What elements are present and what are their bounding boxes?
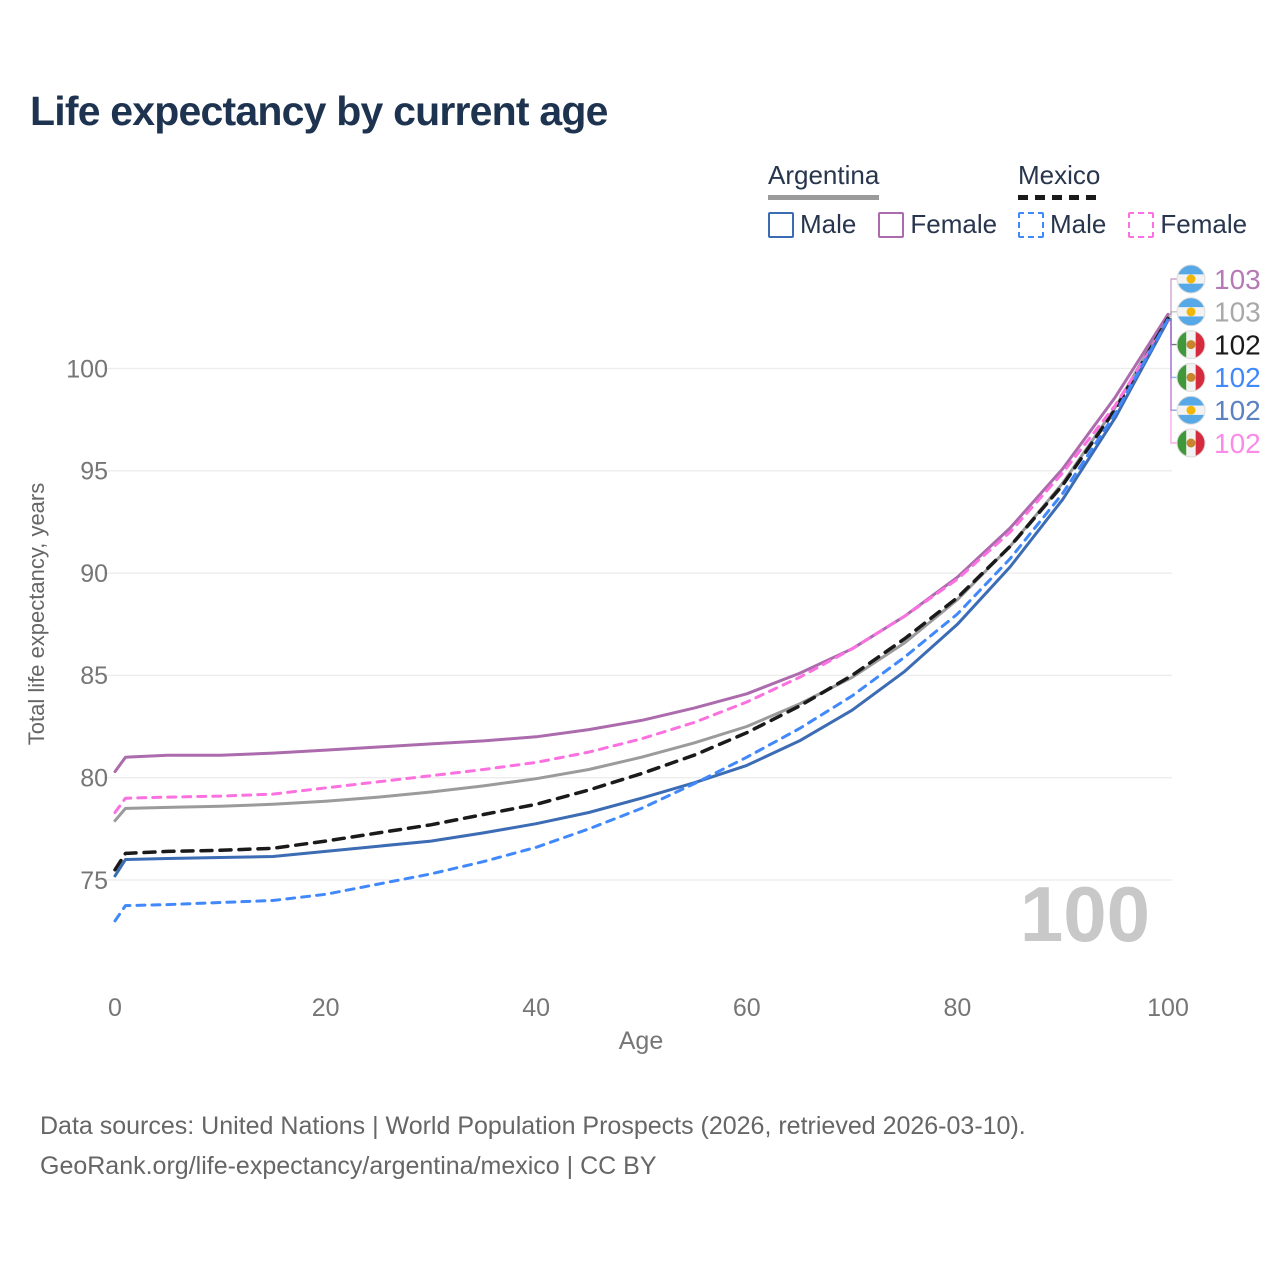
- legend-item-label: Female: [1160, 209, 1248, 239]
- line-argentina-male: [113, 318, 1170, 878]
- argentina-line-style-sample: [768, 195, 880, 200]
- end-label-mexico: 102: [1214, 329, 1261, 360]
- y-tick-label: 80: [80, 764, 108, 792]
- y-tick-label: 95: [80, 458, 108, 486]
- legend-group-header-argentina: Argentina: [768, 160, 880, 200]
- end-label-argentina-female: 103: [1214, 264, 1261, 295]
- y-tick-label: 85: [80, 662, 108, 690]
- mexico-flag-icon: [1176, 362, 1206, 392]
- x-tick-label: 40: [522, 994, 550, 1022]
- legend-item-mexico-male[interactable]: Male: [1018, 209, 1106, 240]
- y-tick-label: 75: [80, 867, 108, 895]
- leader-argentina: [1168, 311, 1177, 317]
- argentina-flag-icon: [1176, 297, 1206, 327]
- x-axis-title: Age: [619, 1027, 663, 1055]
- legend-item-label: Female: [910, 209, 998, 239]
- legend-item-argentina-female[interactable]: Female: [878, 209, 997, 240]
- x-tick-label: 60: [733, 994, 761, 1022]
- argentina-flag-icon: [1176, 264, 1206, 294]
- legend-group-header-mexico: Mexico: [1018, 160, 1101, 200]
- y-tick-label: 100: [66, 355, 108, 383]
- x-tick-label: 0: [108, 994, 122, 1022]
- line-argentina-female: [113, 312, 1170, 774]
- x-tick-label: 100: [1147, 994, 1189, 1022]
- end-label-mexico-female: 102: [1214, 428, 1261, 459]
- age-watermark: 100: [1020, 870, 1150, 958]
- end-label-argentina: 103: [1214, 297, 1261, 328]
- legend-items-argentina: Male Female: [768, 209, 997, 240]
- legend-group-mexico: Mexico Male Female: [1018, 160, 1247, 240]
- mexico-flag-icon: [1176, 330, 1206, 360]
- legend-item-label: Male: [800, 209, 857, 239]
- mexico-line-style-sample: [1018, 195, 1101, 200]
- legend-group-title-mexico: Mexico: [1018, 160, 1101, 190]
- data-source-footer: Data sources: United Nations | World Pop…: [40, 1106, 1026, 1186]
- y-tick-label: 90: [80, 560, 108, 588]
- line-mexico: [113, 316, 1170, 872]
- legend-group-argentina: Argentina Male Female: [768, 160, 997, 240]
- legend-item-argentina-male[interactable]: Male: [768, 209, 856, 240]
- leader-mexico-female: [1168, 320, 1177, 444]
- footer-line-1: Data sources: United Nations | World Pop…: [40, 1112, 1026, 1140]
- leader-argentina-male: [1168, 319, 1177, 411]
- line-mexico-male: [113, 317, 1170, 923]
- mexico-flag-icon: [1176, 428, 1206, 458]
- legend-item-mexico-female[interactable]: Female: [1128, 209, 1247, 240]
- x-tick-label: 20: [312, 994, 340, 1022]
- y-axis-title: Total life expectancy, years: [24, 483, 49, 746]
- argentina-flag-icon: [1176, 395, 1206, 425]
- mexico-female-checkbox: [1128, 211, 1155, 238]
- legend-group-title-argentina: Argentina: [768, 160, 880, 190]
- end-label-argentina-male: 102: [1214, 395, 1261, 426]
- leader-argentina-female: [1168, 278, 1177, 315]
- x-tick-label: 80: [943, 994, 971, 1022]
- footer-line-2: GeoRank.org/life-expectancy/argentina/me…: [40, 1152, 657, 1180]
- end-label-mexico-male: 102: [1214, 362, 1261, 393]
- argentina-male-checkbox: [768, 211, 794, 238]
- argentina-female-checkbox: [878, 211, 905, 238]
- leader-mexico: [1168, 317, 1177, 346]
- legend-items-mexico: Male Female: [1018, 209, 1247, 240]
- line-mexico-female: [113, 319, 1170, 814]
- page-title: Life expectancy by current age: [30, 88, 608, 134]
- mexico-male-checkbox: [1018, 211, 1044, 238]
- legend-item-label: Male: [1050, 209, 1107, 239]
